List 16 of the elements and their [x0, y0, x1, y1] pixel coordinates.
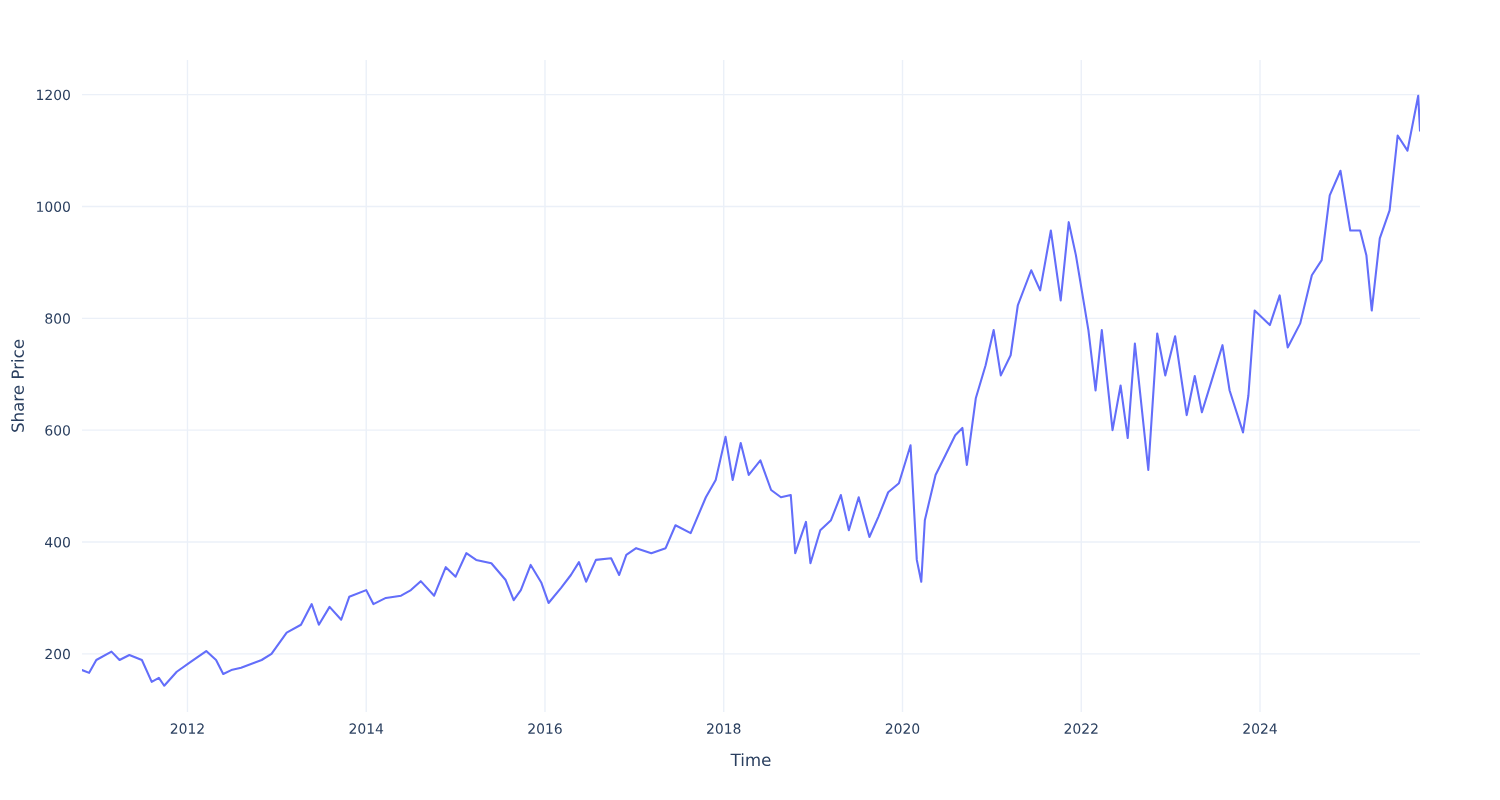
x-tick-label: 2018 — [707, 723, 741, 734]
y-tick-label: 400 — [45, 536, 70, 548]
x-tick-label: 2022 — [1064, 723, 1098, 734]
y-tick-label: 200 — [45, 648, 70, 660]
y-tick-label: 800 — [45, 313, 70, 324]
x-tick-label: 2012 — [170, 723, 204, 734]
x-axis-title: Time — [730, 753, 771, 767]
x-tick-label: 2024 — [1243, 723, 1277, 734]
y-axis-title: Share Price — [11, 339, 24, 432]
y-tick-label: 600 — [45, 425, 70, 436]
x-tick-label: 2014 — [349, 723, 384, 734]
x-tick-label: 2016 — [528, 723, 562, 734]
y-tick-label: 1200 — [37, 89, 70, 101]
line-series — [82, 94, 1420, 687]
x-tick-label: 2020 — [885, 723, 920, 734]
y-tick-label: 1000 — [37, 201, 70, 212]
